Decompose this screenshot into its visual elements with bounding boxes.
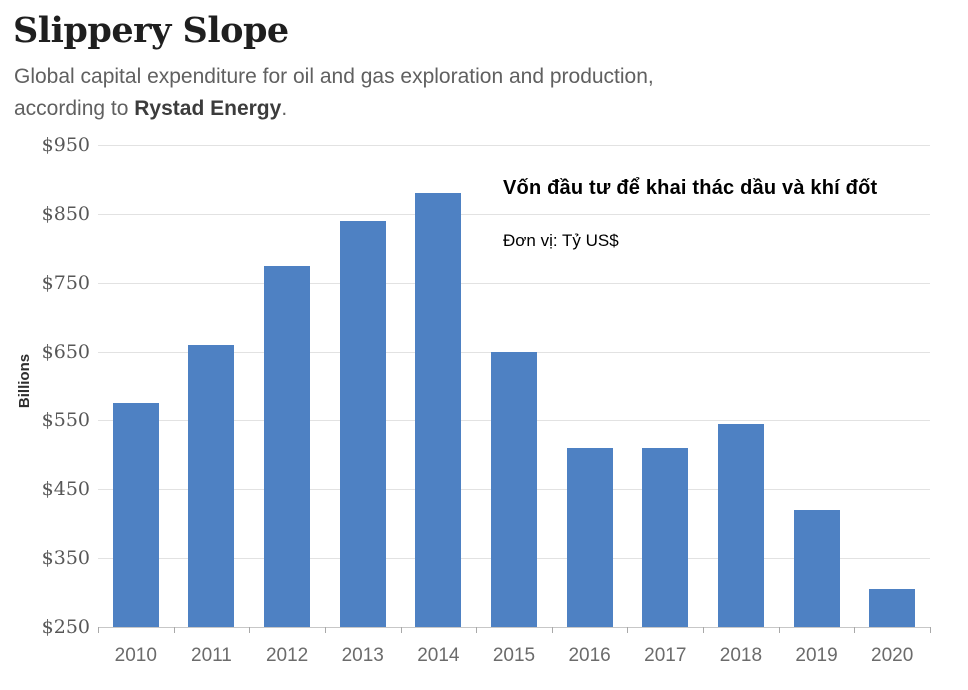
x-tick-label-2012: 2012 bbox=[265, 645, 309, 666]
gridline-950 bbox=[98, 145, 930, 146]
bar-2017 bbox=[642, 447, 689, 627]
x-tick-label-2019: 2019 bbox=[795, 645, 838, 666]
overlay-unit-vietnamese: Đơn vị: Tỷ US$ bbox=[503, 231, 619, 250]
x-tick-label-2017: 2017 bbox=[644, 645, 687, 666]
bar-chart-plot-area bbox=[98, 145, 931, 633]
bar-2011 bbox=[188, 344, 235, 627]
bar-2015 bbox=[491, 351, 537, 627]
bar-2014 bbox=[415, 193, 462, 627]
x-axis-tick bbox=[324, 627, 326, 633]
x-axis-tick bbox=[173, 627, 175, 633]
y-tick-label-450: $450 bbox=[41, 478, 90, 501]
y-tick-label-850: $850 bbox=[41, 202, 90, 225]
bar-2010 bbox=[112, 403, 159, 627]
y-axis-title: Billions bbox=[16, 353, 33, 409]
y-tick-label-250: $250 bbox=[41, 616, 90, 638]
bar-2012 bbox=[264, 265, 311, 627]
y-tick-label-350: $350 bbox=[41, 547, 90, 570]
x-axis-tick bbox=[854, 627, 856, 633]
bar-2016 bbox=[566, 447, 613, 627]
y-tick-label-550: $550 bbox=[41, 409, 90, 432]
x-tick-label-2015: 2015 bbox=[492, 645, 536, 666]
x-axis-tick bbox=[400, 627, 402, 633]
x-axis-tick bbox=[703, 627, 705, 633]
x-tick-label-2011: 2011 bbox=[191, 645, 232, 666]
x-tick-label-2020: 2020 bbox=[871, 645, 914, 666]
x-axis-line bbox=[98, 627, 930, 628]
x-axis-tick bbox=[930, 627, 931, 633]
subtitle-line1: Global capital expenditure for oil and g… bbox=[14, 65, 654, 88]
y-tick-label-650: $650 bbox=[41, 340, 90, 363]
chart-subtitle: Global capital expenditure for oil and g… bbox=[14, 61, 654, 125]
x-tick-label-2013: 2013 bbox=[341, 645, 384, 666]
y-tick-label-950: $950 bbox=[41, 134, 90, 156]
x-axis-tick bbox=[627, 627, 629, 633]
subtitle-suffix: . bbox=[281, 97, 288, 120]
x-axis-tick bbox=[98, 627, 99, 633]
subtitle-source: Rystad Energy bbox=[134, 97, 282, 120]
x-tick-label-2010: 2010 bbox=[114, 645, 157, 666]
page-title: Slippery Slope bbox=[13, 10, 289, 51]
overlay-title-vietnamese: Vốn đầu tư để khai thác dầu và khí đốt bbox=[503, 177, 878, 199]
gridline-750 bbox=[98, 282, 930, 284]
x-axis-tick bbox=[778, 627, 780, 633]
subtitle-prefix: according to bbox=[14, 97, 135, 120]
y-tick-label-750: $750 bbox=[41, 271, 90, 294]
x-tick-label-2014: 2014 bbox=[417, 645, 460, 666]
gridline-850 bbox=[98, 213, 930, 215]
x-tick-label-2018: 2018 bbox=[719, 645, 763, 666]
x-axis-tick bbox=[476, 627, 478, 633]
bar-2018 bbox=[717, 423, 764, 627]
bar-2020 bbox=[869, 589, 916, 627]
bar-2019 bbox=[793, 509, 840, 627]
x-tick-label-2016: 2016 bbox=[568, 645, 611, 666]
bar-2013 bbox=[339, 220, 386, 627]
x-axis-tick bbox=[249, 627, 251, 633]
x-axis-tick bbox=[551, 627, 553, 633]
